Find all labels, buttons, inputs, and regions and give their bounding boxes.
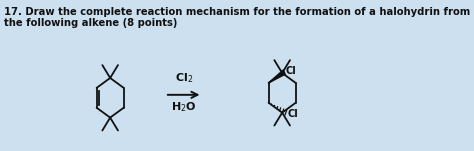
- Text: Cl$_2$: Cl$_2$: [174, 71, 193, 85]
- Text: H$_2$O: H$_2$O: [171, 100, 196, 114]
- Text: 17. Draw the complete reaction mechanism for the formation of a halohydrin from: 17. Draw the complete reaction mechanism…: [4, 7, 470, 17]
- Text: the following alkene (8 points): the following alkene (8 points): [4, 18, 177, 27]
- Text: Cl: Cl: [287, 109, 298, 119]
- Polygon shape: [269, 70, 285, 83]
- Text: Cl: Cl: [286, 66, 297, 76]
